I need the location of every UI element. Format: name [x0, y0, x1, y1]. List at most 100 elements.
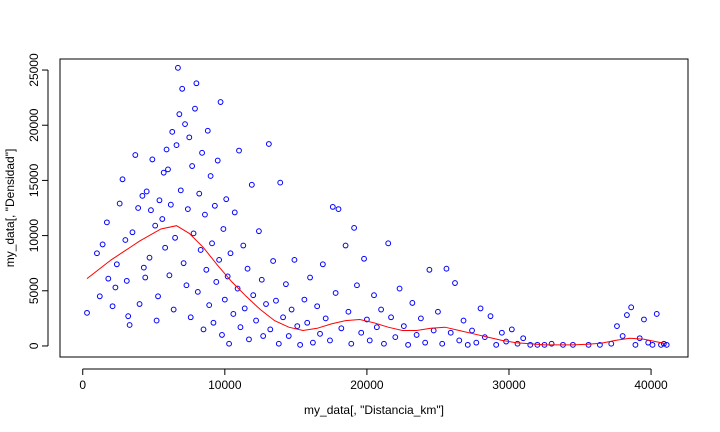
data-point	[184, 206, 191, 213]
x-tick-label: 10000	[208, 378, 242, 392]
data-point	[194, 288, 201, 295]
data-point	[192, 105, 198, 112]
data-point	[197, 247, 204, 253]
data-point	[200, 326, 207, 333]
data-point	[288, 306, 295, 313]
data-point	[221, 296, 228, 303]
data-point	[435, 308, 441, 315]
data-point	[253, 317, 259, 324]
data-point	[166, 272, 173, 279]
data-point	[186, 134, 193, 141]
data-point	[169, 128, 176, 135]
data-point	[366, 337, 373, 344]
data-point	[464, 341, 471, 348]
data-point	[277, 179, 284, 186]
data-point	[498, 329, 505, 336]
data-point	[109, 303, 116, 310]
data-point	[146, 254, 153, 261]
data-point	[176, 111, 183, 118]
data-point	[358, 329, 365, 336]
data-point	[96, 293, 103, 300]
y-axis: 0 5000 10000 15000 20000 25000	[27, 53, 49, 349]
data-point	[160, 169, 167, 176]
data-point	[385, 240, 392, 247]
data-point	[263, 301, 269, 307]
data-point	[214, 157, 221, 164]
data-point	[614, 323, 620, 329]
data-point	[329, 203, 336, 210]
data-point	[231, 209, 238, 216]
data-point	[304, 319, 311, 326]
data-point	[113, 261, 120, 268]
data-point	[447, 329, 454, 336]
data-point	[608, 340, 615, 347]
data-point	[180, 260, 187, 267]
data-point	[220, 226, 227, 232]
data-point	[413, 332, 420, 338]
data-point	[179, 85, 186, 92]
data-point	[310, 339, 316, 346]
data-point	[105, 275, 112, 282]
data-point	[240, 242, 247, 249]
data-point	[204, 127, 211, 134]
y-tick-label: 25000	[27, 53, 41, 87]
data-point	[327, 337, 333, 344]
data-point	[246, 336, 252, 343]
data-point	[520, 335, 527, 342]
data-point	[649, 341, 656, 348]
data-point	[307, 274, 313, 281]
data-point	[139, 192, 146, 199]
data-point	[294, 323, 301, 329]
data-point	[317, 330, 323, 337]
data-point	[209, 240, 215, 247]
y-tick-label: 20000	[27, 108, 41, 142]
data-point	[152, 222, 159, 229]
data-point	[392, 334, 399, 341]
data-point	[84, 309, 90, 316]
smoother-line	[86, 225, 667, 346]
x-tick-label: 20000	[350, 378, 384, 392]
data-point	[136, 301, 143, 307]
data-point	[199, 149, 205, 156]
data-point	[258, 276, 265, 283]
data-point	[422, 339, 429, 346]
data-point	[267, 326, 274, 333]
data-point	[301, 296, 308, 303]
data-point	[202, 211, 208, 218]
y-axis-title: my_data[, "Densidad"]	[3, 149, 17, 268]
data-point	[250, 292, 257, 299]
data-point	[527, 341, 534, 348]
data-point	[175, 64, 181, 71]
data-point	[203, 266, 210, 273]
data-point	[493, 341, 500, 348]
y-tick-label: 10000	[27, 219, 41, 253]
data-point	[193, 80, 200, 87]
data-point	[135, 205, 142, 211]
data-point	[216, 256, 223, 263]
data-point	[103, 219, 110, 226]
data-point	[388, 314, 394, 321]
smoother-line-layer	[86, 225, 667, 346]
data-point	[153, 317, 160, 324]
data-point	[632, 341, 639, 348]
data-point	[283, 281, 289, 288]
data-point	[230, 311, 237, 317]
data-point	[156, 197, 163, 204]
data-point	[319, 261, 326, 268]
data-point	[219, 332, 225, 338]
x-tick-label: 40000	[634, 378, 668, 392]
data-point	[126, 322, 133, 328]
data-point	[125, 313, 132, 320]
data-point	[348, 340, 355, 347]
data-point	[237, 324, 244, 331]
data-point	[477, 305, 484, 312]
data-point	[508, 326, 515, 333]
data-point	[148, 207, 154, 214]
data-point	[641, 316, 647, 323]
data-point	[112, 284, 119, 291]
data-point	[155, 293, 161, 300]
x-axis-title: my_data[, "Distancia_km"]	[304, 403, 444, 417]
data-point	[187, 314, 194, 321]
plot-frame	[59, 58, 689, 358]
